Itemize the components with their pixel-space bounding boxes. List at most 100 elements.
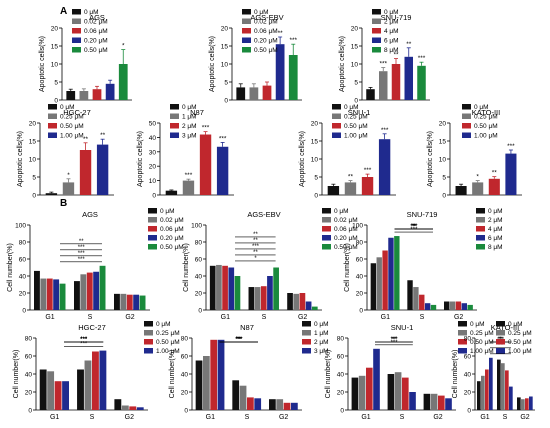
- b-kato-iii-legend-swatch: [496, 321, 505, 327]
- b-ags-ytick-label: 60: [19, 257, 27, 264]
- a-snu-1-legend-swatch: [332, 113, 341, 119]
- b-ags-ebv-legend-label: 0.06 μM: [334, 226, 358, 233]
- a-ags-legend-swatch: [72, 9, 81, 15]
- a-hgc-27-bar: [79, 150, 92, 195]
- a-kato-iii-legend-swatch: [462, 113, 471, 119]
- a-snu-1-bar: [344, 182, 357, 195]
- b-ags-bar: [74, 281, 80, 310]
- a-n87-legend-label: 3 μM: [182, 133, 197, 140]
- a-snu-719-title: SNU-719: [381, 13, 412, 22]
- a-ags-ebv-legend-label: 0.06 μM: [254, 28, 278, 35]
- a-snu-719-ylabel: Apoptotic cells(%): [339, 36, 346, 92]
- b-ags-ebv-legend-label: 0.20 μM: [334, 235, 358, 242]
- a-n87-legend-label: 0 μM: [182, 104, 197, 111]
- a-ags-ebv-bar: [249, 87, 259, 100]
- b-ags-ylabel: Cell number(%): [7, 243, 14, 292]
- b-n87-xtick-label: G2: [279, 414, 288, 421]
- a-snu-1-ytick-label: 5: [314, 175, 318, 182]
- b-n87-legend-label: 2 μM: [314, 339, 329, 346]
- b-ags-ebv-xtick-label: G1: [221, 314, 230, 321]
- b-snu-719-ytick-label: 40: [356, 274, 364, 281]
- b-kato-iii-bar: [501, 363, 505, 410]
- b-hgc-27-xtick-label: G2: [125, 414, 134, 421]
- b-ags-bar: [93, 271, 100, 310]
- b-ags-ytick-label: 40: [19, 274, 27, 281]
- b-kato-iii-bar: [485, 369, 489, 410]
- a-ags-ebv-ylabel: Apoptotic cells(%): [209, 36, 216, 92]
- b-snu-719-sig-label: ***: [410, 227, 418, 233]
- b-kato-iii-legend-label: 0 μM: [508, 321, 523, 328]
- b-n87-bar: [217, 339, 225, 410]
- b-ags-ebv-xtick-label: G2: [298, 314, 307, 321]
- b-snu-1-ytick-label: 20: [337, 390, 345, 397]
- a-hgc-27-legend-label: 0.50 μM: [60, 123, 84, 130]
- b-snu-719-sig-label: ***: [410, 224, 418, 230]
- a-hgc-27-bar: [96, 144, 109, 195]
- a-n87-legend-swatch: [170, 132, 179, 138]
- b-snu-719-xtick-label: S: [420, 314, 425, 321]
- b-ags-bar: [34, 270, 40, 310]
- a-kato-iii-legend-swatch: [462, 104, 471, 110]
- b-snu-1-ytick-label: 60: [337, 354, 345, 361]
- b-ags-ebv-xtick-label: S: [262, 314, 267, 321]
- b-hgc-27-bar: [47, 371, 55, 410]
- a-ags-title: AGS: [89, 13, 105, 22]
- b-snu-719-bar: [419, 294, 425, 310]
- b-snu-719-ytick-label: 100: [352, 223, 363, 230]
- a-ags-ebv-title: AGS-EBV: [250, 13, 283, 22]
- a-n87-legend-swatch: [170, 113, 179, 119]
- panel-label-a: A: [60, 6, 67, 17]
- b-hgc-27-legend-swatch: [144, 330, 153, 336]
- b-snu-1-legend-label: 0.50 μM: [470, 339, 494, 346]
- b-hgc-27-ylabel: Cell number(%): [13, 350, 20, 399]
- a-n87-sig-label: ***: [185, 172, 193, 179]
- b-ags-ebv-sig-label: ***: [252, 244, 260, 250]
- a-snu-1-legend-swatch: [332, 123, 341, 129]
- a-hgc-27-sig-label: **: [100, 132, 106, 139]
- b-n87-ytick-label: 40: [181, 372, 189, 379]
- b-n87-sig-label: ***: [235, 337, 243, 343]
- b-snu-1-bar: [387, 374, 395, 410]
- a-n87-ytick-label: 40: [149, 135, 157, 142]
- b-snu-1-legend-swatch: [458, 348, 467, 354]
- b-n87-bar: [283, 402, 291, 410]
- b-snu-1-legend-label: 0 μM: [470, 321, 485, 328]
- b-ags-bar: [120, 293, 127, 310]
- a-snu-719-legend-swatch: [372, 47, 381, 53]
- a-snu-1-ytick-label: 15: [311, 139, 319, 146]
- b-ags-ebv-bar: [248, 287, 255, 310]
- a-snu-1-legend-label: 0.25 μM: [344, 114, 368, 121]
- a-snu-1-legend-label: 1.00 μM: [344, 133, 368, 140]
- b-n87-sig-label: ***: [235, 337, 243, 343]
- b-hgc-27-ytick-label: 80: [25, 336, 33, 343]
- b-kato-iii-ytick-label: 0: [467, 408, 471, 415]
- b-kato-iii-legend-label: 0.25 μM: [508, 330, 532, 337]
- b-ags-legend-label: 0.02 μM: [160, 217, 184, 224]
- a-n87-ytick-label: 50: [149, 121, 157, 128]
- b-kato-iii-bar: [505, 370, 509, 410]
- b-n87-ylabel: Cell number(%): [169, 350, 176, 399]
- b-n87-sig-label: ***: [235, 337, 243, 343]
- b-ags-ebv-bar: [293, 293, 300, 310]
- b-hgc-27-bar: [99, 350, 107, 410]
- a-ags-ebv-legend-swatch: [242, 47, 251, 53]
- b-ags-legend-label: 0.06 μM: [160, 226, 184, 233]
- b-hgc-27-ytick-label: 60: [25, 354, 33, 361]
- b-ags-legend-swatch: [148, 208, 157, 214]
- b-n87-bar: [232, 380, 240, 410]
- b-hgc-27-bar: [77, 369, 84, 410]
- a-ags-bar: [92, 89, 102, 100]
- a-kato-iii-bar: [455, 186, 467, 195]
- a-ags-ebv-bar: [275, 44, 285, 100]
- b-ags-ebv-bar: [254, 287, 261, 310]
- a-n87-bar: [199, 134, 212, 195]
- a-kato-iii-legend-swatch: [462, 123, 471, 129]
- a-ags-ytick-label: 10: [51, 62, 59, 69]
- a-n87-ytick-label: 30: [149, 149, 157, 156]
- b-ags-ebv-bar: [305, 301, 312, 310]
- b-ags-legend-swatch: [148, 217, 157, 223]
- b-snu-1-title: SNU-1: [391, 323, 414, 332]
- a-n87-ytick-label: 10: [149, 178, 157, 185]
- a-ags-legend-label: 0 μM: [84, 9, 99, 16]
- b-hgc-27-bar: [62, 381, 70, 410]
